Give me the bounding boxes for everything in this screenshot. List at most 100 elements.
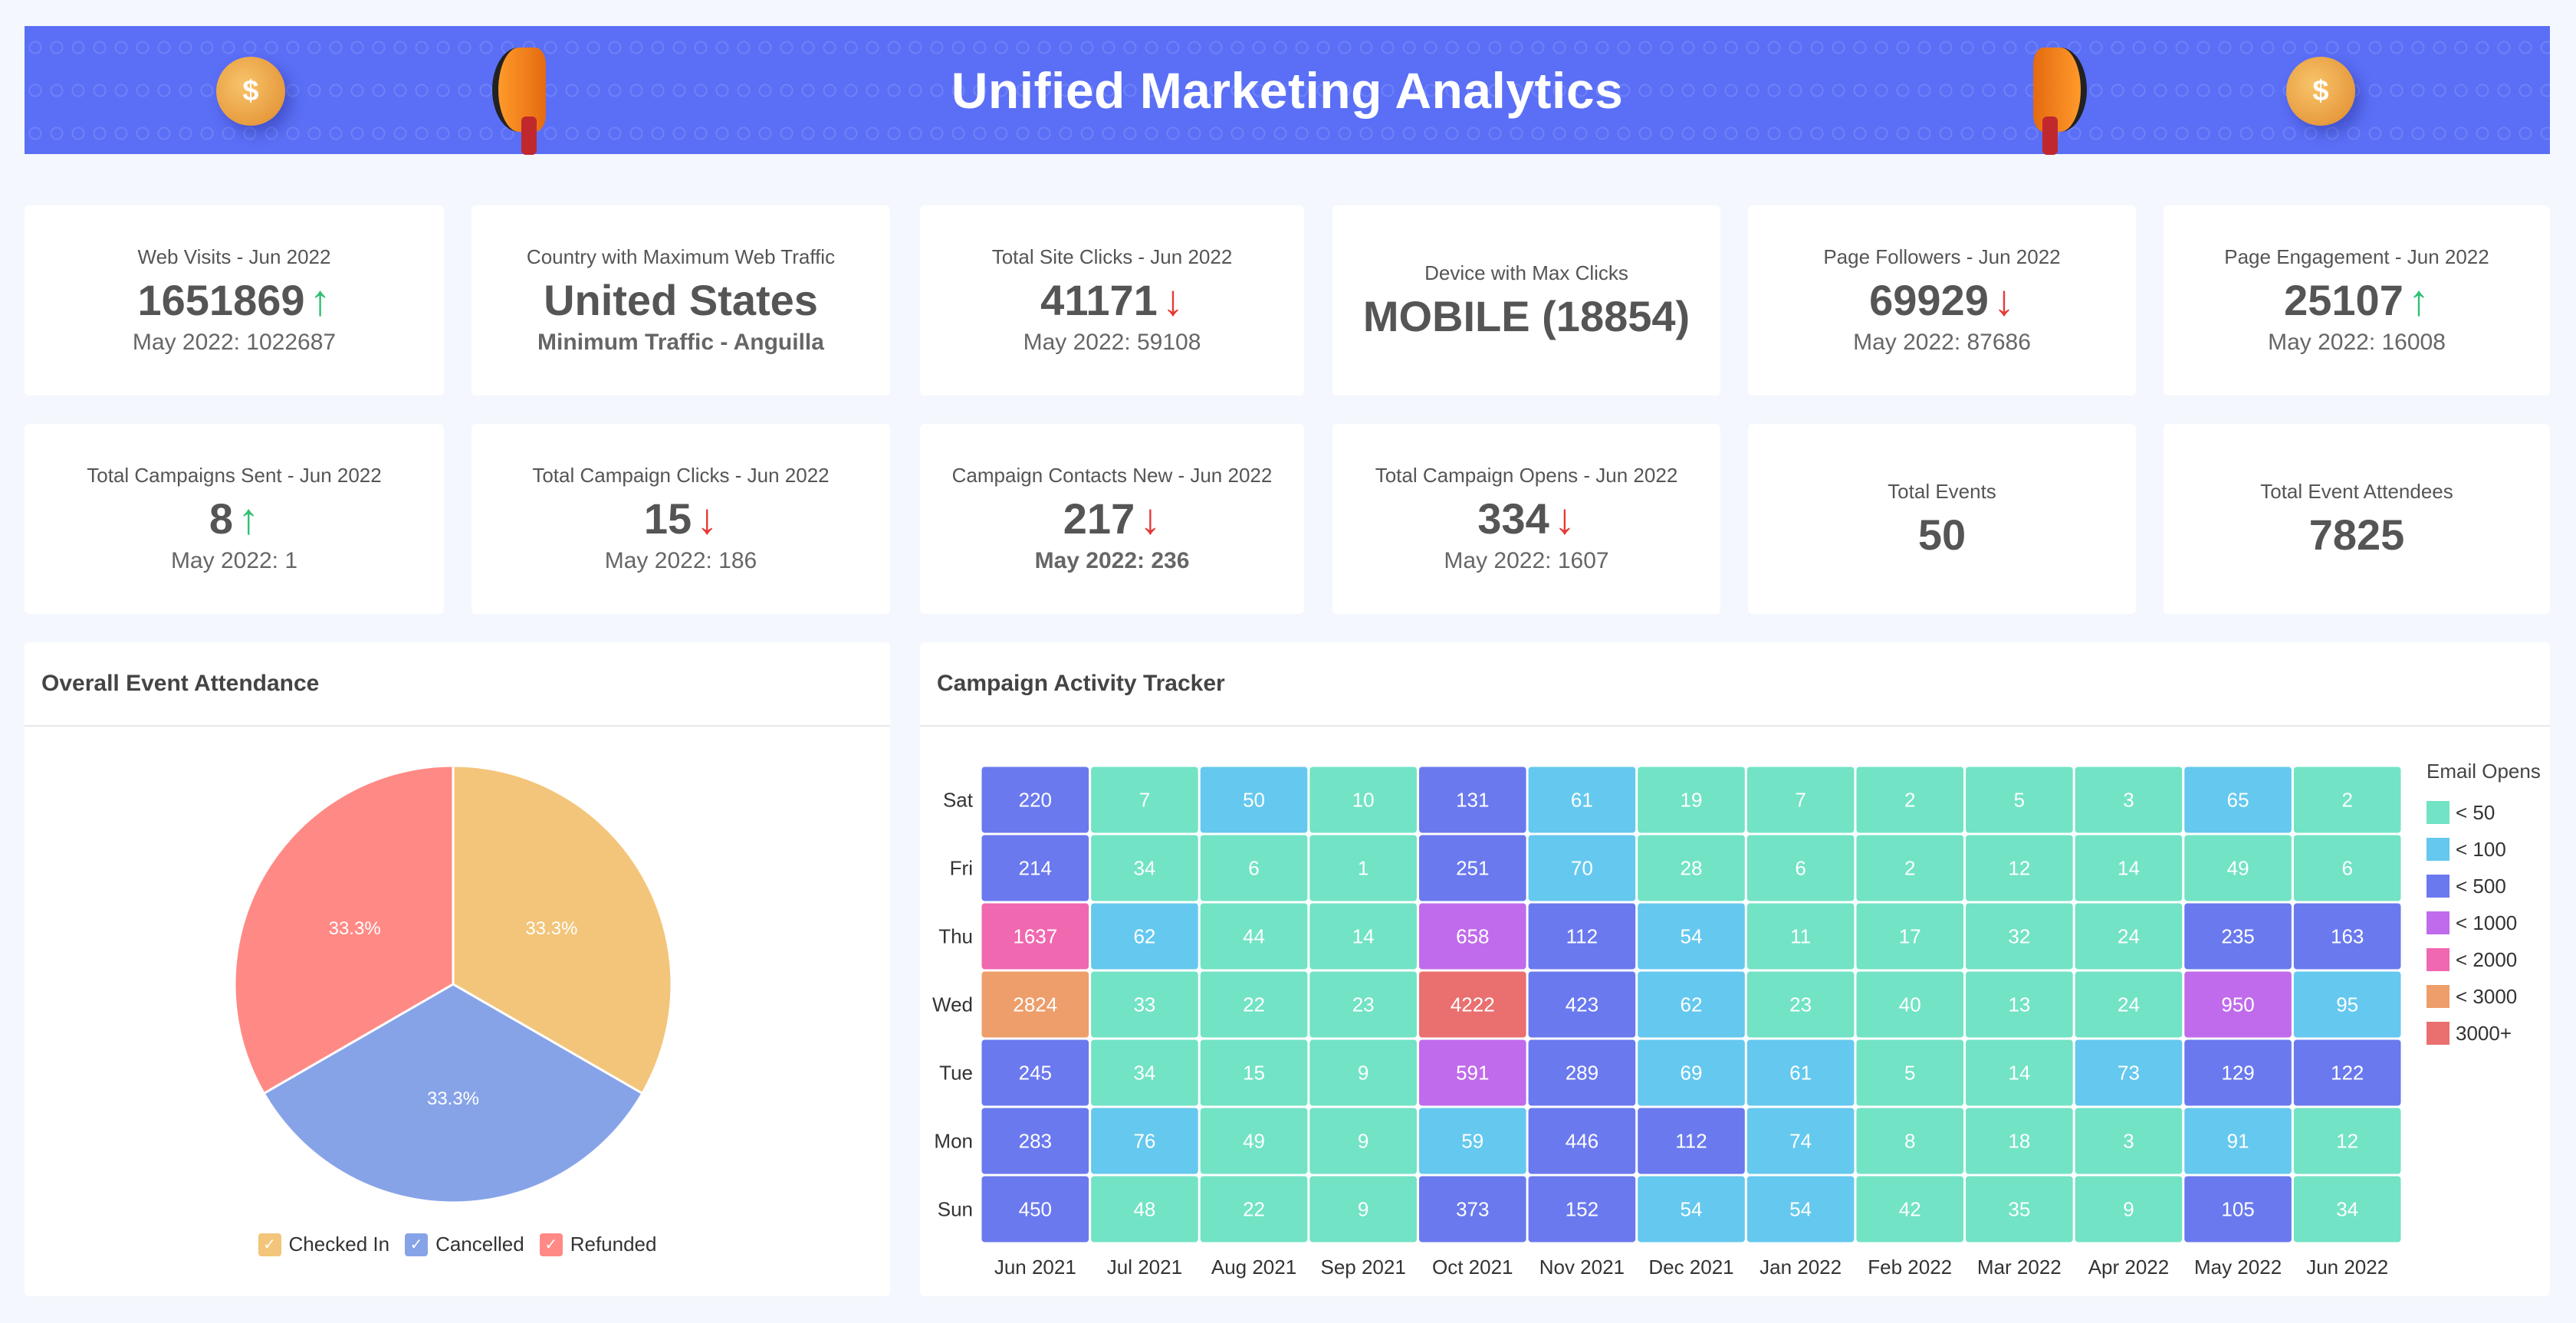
heatmap-cell[interactable] bbox=[1638, 767, 1745, 833]
heatmap-cell[interactable] bbox=[1746, 903, 1855, 970]
heatmap-cell[interactable] bbox=[1856, 903, 1964, 970]
heatmap-cell[interactable] bbox=[1418, 1108, 1526, 1174]
heatmap-cell[interactable] bbox=[1638, 1108, 1745, 1174]
heatmap-cell[interactable] bbox=[1418, 971, 1526, 1038]
heatmap-cell[interactable] bbox=[1528, 971, 1636, 1038]
heatmap-cell[interactable] bbox=[1966, 1108, 2073, 1174]
heatmap-cell[interactable] bbox=[1638, 1176, 1745, 1243]
heatmap-cell[interactable] bbox=[1856, 1176, 1964, 1243]
heatmap-cell[interactable] bbox=[2293, 1039, 2401, 1106]
heatmap-cell[interactable] bbox=[1200, 1108, 1308, 1174]
heatmap-cell[interactable] bbox=[1418, 835, 1526, 901]
heatmap-cell[interactable] bbox=[1856, 835, 1964, 901]
heatmap-cell[interactable] bbox=[1309, 835, 1417, 901]
heatmap-cell[interactable] bbox=[1309, 1108, 1417, 1174]
heatmap-cell[interactable] bbox=[1638, 835, 1745, 901]
heatmap-cell[interactable] bbox=[1966, 1176, 2073, 1243]
legend-swatch[interactable] bbox=[2426, 948, 2450, 971]
heatmap-cell[interactable] bbox=[2075, 835, 2183, 901]
heatmap-cell[interactable] bbox=[981, 1108, 1089, 1174]
heatmap-cell[interactable] bbox=[1418, 1039, 1526, 1106]
heatmap-cell[interactable] bbox=[981, 971, 1089, 1038]
heatmap-cell[interactable] bbox=[2184, 903, 2292, 970]
heatmap-cell[interactable] bbox=[1309, 1039, 1417, 1106]
heatmap-cell[interactable] bbox=[1746, 835, 1855, 901]
heatmap-cell[interactable] bbox=[2075, 1176, 2183, 1243]
heatmap-cell[interactable] bbox=[1746, 767, 1855, 833]
heatmap-cell[interactable] bbox=[1309, 971, 1417, 1038]
pie-slice-cancelled[interactable] bbox=[262, 983, 644, 1204]
checkbox-icon[interactable]: ✓ bbox=[258, 1233, 281, 1256]
heatmap-cell[interactable] bbox=[1091, 903, 1198, 970]
heatmap-cell[interactable] bbox=[1200, 1039, 1308, 1106]
heatmap-cell[interactable] bbox=[2293, 1108, 2401, 1174]
heatmap-cell[interactable] bbox=[2075, 767, 2183, 833]
heatmap-cell[interactable] bbox=[1966, 835, 2073, 901]
heatmap-cell[interactable] bbox=[1309, 903, 1417, 970]
heatmap-cell[interactable] bbox=[2293, 971, 2401, 1038]
heatmap-cell[interactable] bbox=[1746, 971, 1855, 1038]
heatmap-cell[interactable] bbox=[2075, 903, 2183, 970]
heatmap-cell[interactable] bbox=[981, 903, 1089, 970]
legend-swatch[interactable] bbox=[2426, 875, 2450, 898]
heatmap-cell[interactable] bbox=[1418, 767, 1526, 833]
heatmap-cell[interactable] bbox=[1856, 1039, 1964, 1106]
heatmap-cell[interactable] bbox=[2184, 1176, 2292, 1243]
heatmap-cell[interactable] bbox=[1091, 1108, 1198, 1174]
heatmap-cell[interactable] bbox=[1966, 971, 2073, 1038]
heatmap-cell[interactable] bbox=[1200, 835, 1308, 901]
legend-swatch[interactable] bbox=[2426, 801, 2450, 824]
checkbox-icon[interactable]: ✓ bbox=[405, 1233, 429, 1256]
legend-swatch[interactable] bbox=[2426, 985, 2450, 1008]
heatmap-cell[interactable] bbox=[1418, 903, 1526, 970]
checkbox-icon[interactable]: ✓ bbox=[539, 1233, 563, 1256]
heatmap-cell[interactable] bbox=[2184, 1039, 2292, 1106]
heatmap-cell[interactable] bbox=[1746, 1039, 1855, 1106]
heatmap-cell[interactable] bbox=[1746, 1108, 1855, 1174]
heatmap-cell[interactable] bbox=[1528, 1039, 1636, 1106]
heatmap-cell[interactable] bbox=[1746, 1176, 1855, 1243]
heatmap-cell[interactable] bbox=[2075, 1039, 2183, 1106]
heatmap-cell[interactable] bbox=[2293, 1176, 2401, 1243]
heatmap-cell[interactable] bbox=[1966, 1039, 2073, 1106]
heatmap-cell[interactable] bbox=[1966, 903, 2073, 970]
heatmap-cell[interactable] bbox=[981, 767, 1089, 833]
pie-slice-checked-in[interactable] bbox=[452, 764, 673, 1095]
heatmap-cell[interactable] bbox=[2293, 835, 2401, 901]
heatmap-cell[interactable] bbox=[981, 835, 1089, 901]
heatmap-cell[interactable] bbox=[2184, 835, 2292, 901]
heatmap-cell[interactable] bbox=[981, 1039, 1089, 1106]
heatmap-cell[interactable] bbox=[1638, 1039, 1745, 1106]
legend-swatch[interactable] bbox=[2426, 838, 2450, 861]
heatmap-cell[interactable] bbox=[1638, 971, 1745, 1038]
legend-item[interactable]: ✓ Cancelled bbox=[405, 1233, 524, 1256]
heatmap-cell[interactable] bbox=[2293, 903, 2401, 970]
heatmap-cell[interactable] bbox=[1528, 835, 1636, 901]
heatmap-cell[interactable] bbox=[1309, 1176, 1417, 1243]
heatmap-cell[interactable] bbox=[2293, 767, 2401, 833]
heatmap-cell[interactable] bbox=[1200, 903, 1308, 970]
heatmap-cell[interactable] bbox=[2075, 1108, 2183, 1174]
heatmap-cell[interactable] bbox=[1528, 1176, 1636, 1243]
heatmap-cell[interactable] bbox=[1200, 1176, 1308, 1243]
legend-item[interactable]: ✓ Checked In bbox=[258, 1233, 389, 1256]
pie-slice-refunded[interactable] bbox=[233, 764, 455, 1095]
heatmap-cell[interactable] bbox=[1091, 767, 1198, 833]
heatmap-cell[interactable] bbox=[1091, 835, 1198, 901]
heatmap-cell[interactable] bbox=[1856, 971, 1964, 1038]
legend-swatch[interactable] bbox=[2426, 1022, 2450, 1045]
heatmap-cell[interactable] bbox=[1418, 1176, 1526, 1243]
heatmap-cell[interactable] bbox=[1091, 1039, 1198, 1106]
heatmap-cell[interactable] bbox=[1528, 903, 1636, 970]
heatmap-cell[interactable] bbox=[2184, 767, 2292, 833]
heatmap-cell[interactable] bbox=[1966, 767, 2073, 833]
heatmap-cell[interactable] bbox=[981, 1176, 1089, 1243]
heatmap-cell[interactable] bbox=[1856, 1108, 1964, 1174]
heatmap-cell[interactable] bbox=[2075, 971, 2183, 1038]
heatmap-cell[interactable] bbox=[1528, 767, 1636, 833]
heatmap-cell[interactable] bbox=[1200, 971, 1308, 1038]
heatmap-cell[interactable] bbox=[1200, 767, 1308, 833]
legend-swatch[interactable] bbox=[2426, 911, 2450, 934]
heatmap-cell[interactable] bbox=[1309, 767, 1417, 833]
heatmap-cell[interactable] bbox=[1091, 1176, 1198, 1243]
